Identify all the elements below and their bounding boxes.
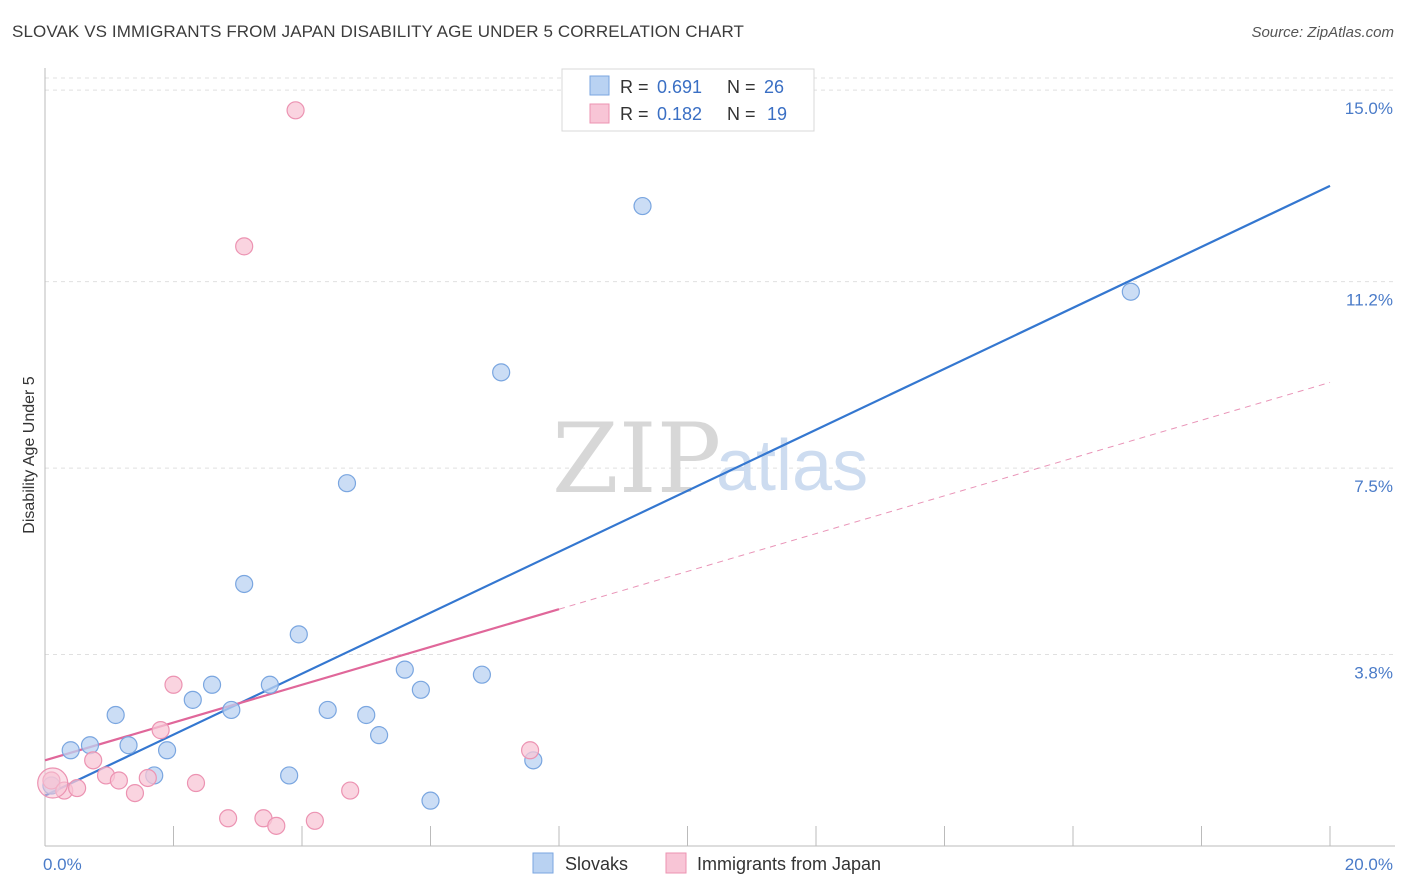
data-points <box>37 101 1140 835</box>
point-slovaks-24 <box>633 196 652 216</box>
axes <box>44 68 1395 847</box>
point-japan-6 <box>125 783 145 803</box>
point-slovaks-7 <box>183 690 202 709</box>
point-japan-14 <box>267 816 286 835</box>
watermark: ZIP atlas <box>552 403 868 515</box>
point-slovaks-3 <box>106 705 125 725</box>
point-slovaks-2 <box>80 736 100 755</box>
legend-swatch-japan <box>589 103 610 124</box>
y-axis-label: Disability Age Under 5 <box>21 376 38 534</box>
point-slovaks-10 <box>235 574 254 594</box>
y-tick-label-3: 15.0% <box>1345 99 1393 118</box>
legend-n-value-japan: 19 <box>767 104 787 124</box>
bottom-legend: Slovaks Immigrants from Japan <box>532 852 881 874</box>
point-japan-18 <box>520 741 540 760</box>
y-tick-label-1: 7.5% <box>1354 477 1393 496</box>
x-tick-label-0: 0.0% <box>43 855 82 874</box>
bottom-legend-label-japan: Immigrants from Japan <box>697 854 881 874</box>
y-tick-label-0: 3.8% <box>1354 664 1393 683</box>
point-japan-9 <box>164 675 183 694</box>
point-slovaks-11 <box>260 675 279 694</box>
point-japan-7 <box>138 768 157 788</box>
bottom-legend-swatch-japan <box>665 852 687 874</box>
point-slovaks-19 <box>411 680 430 699</box>
point-slovaks-15 <box>337 474 357 493</box>
point-slovaks-20 <box>421 791 440 810</box>
point-slovaks-8 <box>202 675 222 694</box>
point-slovaks-6 <box>157 741 177 760</box>
y-tick-labels: 3.8% 7.5% 11.2% 15.0% <box>1345 99 1393 682</box>
source-label: Source: ZipAtlas.com <box>1251 24 1394 41</box>
point-japan-11 <box>219 809 238 828</box>
point-slovaks-25 <box>1121 282 1140 301</box>
legend-r-value-japan: 0.182 <box>657 104 702 124</box>
x-tick-label-1: 20.0% <box>1345 855 1393 874</box>
y-tick-label-2: 11.2% <box>1346 291 1393 310</box>
legend-n-value-slovaks: 26 <box>764 77 784 97</box>
legend-r-label-slovaks: R = <box>620 77 649 97</box>
point-japan-10 <box>186 773 206 793</box>
bottom-legend-swatch-slovaks <box>532 852 554 874</box>
point-slovaks-14 <box>318 700 337 720</box>
watermark-zip: ZIP <box>552 403 721 515</box>
chart-title: SLOVAK VS IMMIGRANTS FROM JAPAN DISABILI… <box>12 22 745 41</box>
point-japan-15 <box>286 101 305 120</box>
point-slovaks-18 <box>395 660 414 679</box>
point-japan-8 <box>151 721 170 740</box>
point-japan-12 <box>235 237 254 256</box>
point-cluster-origin <box>37 767 69 799</box>
point-japan-2 <box>68 778 87 798</box>
point-japan-3 <box>84 751 103 770</box>
legend-n-label-slovaks: N = <box>727 77 756 97</box>
point-japan-17 <box>341 781 360 800</box>
point-slovaks-17 <box>370 726 389 745</box>
trendlines <box>44 184 1331 797</box>
legend-n-label-japan: N = <box>727 104 756 124</box>
point-japan-16 <box>305 811 324 830</box>
legend-swatch-slovaks <box>589 75 610 96</box>
legend-r-label-japan: R = <box>620 104 649 124</box>
point-slovaks-13 <box>289 625 308 644</box>
point-slovaks-4 <box>119 736 138 755</box>
gridlines <box>45 77 1395 656</box>
point-slovaks-12 <box>280 766 299 785</box>
point-japan-5 <box>109 771 128 790</box>
point-slovaks-9 <box>222 700 241 720</box>
x-tick-labels: 0.0% 20.0% <box>43 855 1393 874</box>
trendline-japan-solid <box>44 608 560 762</box>
trendline-slovaks <box>44 184 1331 797</box>
legend-r-value-slovaks: 0.691 <box>657 77 702 97</box>
point-slovaks-22 <box>492 363 511 382</box>
legend: R = 0.691 N = 26 R = 0.182 N = 19 <box>561 68 815 132</box>
bottom-legend-label-slovaks: Slovaks <box>565 854 628 874</box>
point-slovaks-21 <box>472 665 491 684</box>
point-slovaks-16 <box>357 705 376 725</box>
point-slovaks-1 <box>61 741 80 760</box>
trendline-japan-dashed <box>558 381 1331 610</box>
